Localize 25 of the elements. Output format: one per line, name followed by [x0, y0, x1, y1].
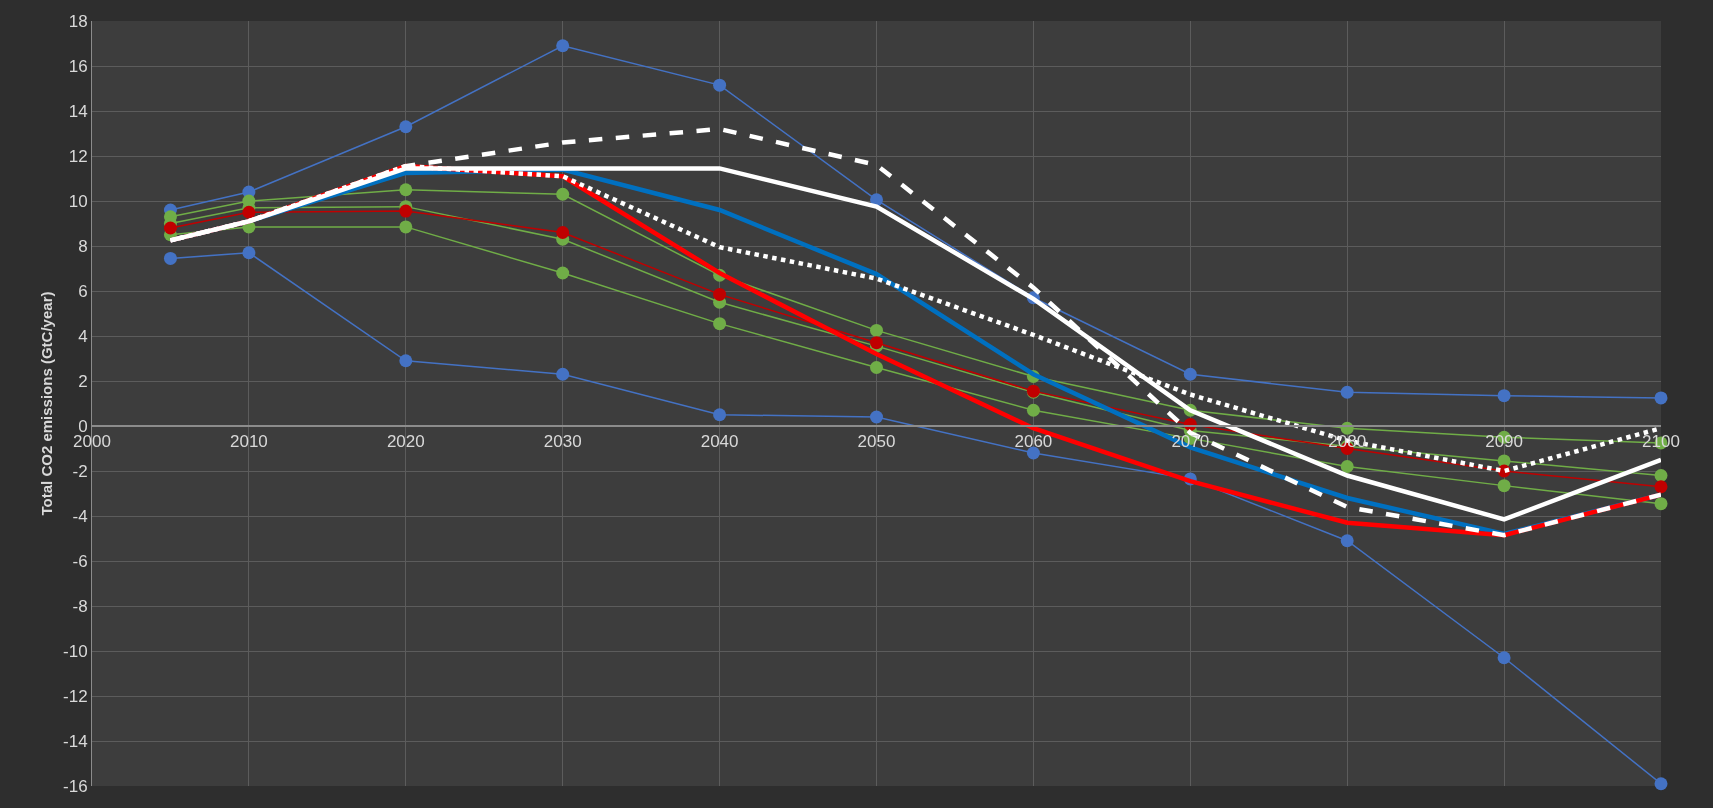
y-tick-label: -16 — [63, 776, 88, 796]
y-tick-label: -12 — [63, 686, 88, 706]
y-tick-label: -8 — [72, 596, 88, 616]
y-tick-label: 16 — [68, 56, 88, 76]
x-tick-label: 2030 — [543, 432, 582, 452]
y-tick-label: 6 — [78, 281, 88, 301]
y-tick-label: -2 — [72, 461, 88, 481]
y-tick-label: -6 — [72, 551, 88, 571]
y-tick-label: -4 — [72, 506, 88, 526]
y-axis-title: Total CO2 emissions (GtC/year) — [38, 291, 56, 516]
y-tick-label: 12 — [68, 146, 88, 166]
y-tick-label: 14 — [68, 101, 88, 121]
x-tick-label: 2020 — [386, 432, 425, 452]
y-tick-label: 2 — [78, 371, 88, 391]
y-tick-label: 10 — [68, 191, 88, 211]
x-tick-label: 2010 — [229, 432, 268, 452]
y-tick-label: -10 — [63, 641, 88, 661]
x-tick-label: 2040 — [700, 432, 739, 452]
x-tick-label: 2050 — [857, 432, 896, 452]
y-tick-label: -14 — [63, 731, 88, 751]
y-tick-label: 4 — [78, 326, 88, 346]
x-tick-label: 2090 — [1485, 432, 1524, 452]
x-tick-label: 2060 — [1014, 432, 1053, 452]
y-tick-label: 8 — [78, 236, 88, 256]
y-tick-label: 18 — [68, 11, 88, 31]
